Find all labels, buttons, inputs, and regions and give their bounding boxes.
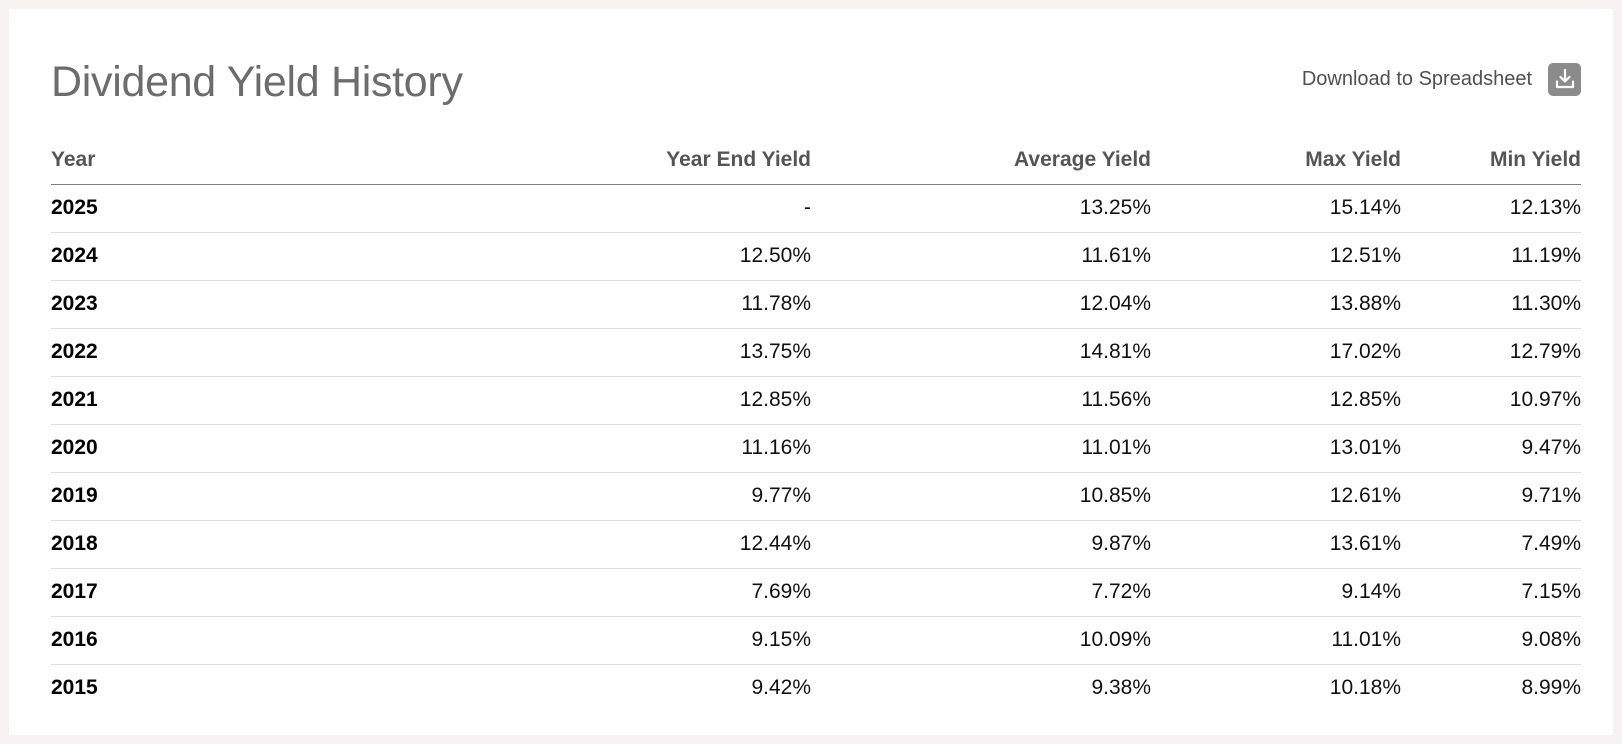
cell-year: 2018	[51, 520, 301, 569]
cell-year: 2023	[51, 280, 301, 329]
table-row: 2023 11.78% 12.04% 13.88% 11.30%	[51, 280, 1581, 329]
table-row: 2021 12.85% 11.56% 12.85% 10.97%	[51, 376, 1581, 425]
cell-max-yield: 12.61%	[1151, 472, 1401, 521]
table-header-row: Year Year End Yield Average Yield Max Yi…	[51, 135, 1581, 185]
cell-max-yield: 11.01%	[1151, 616, 1401, 665]
cell-year: 2025	[51, 184, 301, 233]
card-header: Dividend Yield History Download to Sprea…	[51, 56, 1581, 108]
cell-min-yield: 8.99%	[1521, 676, 1581, 700]
cell-average-yield: 11.61%	[811, 232, 1151, 281]
cell-year-end-yield: 12.50%	[301, 232, 811, 281]
yield-history-table: Year Year End Yield Average Yield Max Yi…	[51, 135, 1581, 712]
cell-max-yield: 12.51%	[1151, 232, 1401, 281]
cell-year-end-yield: 11.16%	[301, 424, 811, 473]
cell-average-yield: 13.25%	[811, 184, 1151, 233]
cell-min-yield: 12.13%	[1401, 184, 1581, 233]
cell-max-yield: 13.61%	[1151, 520, 1401, 569]
table-row: 2024 12.50% 11.61% 12.51% 11.19%	[51, 232, 1581, 281]
cell-average-yield: 10.09%	[811, 616, 1151, 665]
cell-min-yield: 11.19%	[1401, 232, 1581, 281]
column-header-year-end-yield[interactable]: Year End Yield	[301, 135, 811, 185]
cell-year-end-yield: 9.42%	[751, 676, 811, 700]
table-row: 2019 9.77% 10.85% 12.61% 9.71%	[51, 472, 1581, 521]
cell-min-yield: 9.08%	[1401, 616, 1581, 665]
table-row: 2020 11.16% 11.01% 13.01% 9.47%	[51, 424, 1581, 473]
cell-year-end-yield: 9.15%	[301, 616, 811, 665]
column-header-min-yield[interactable]: Min Yield	[1401, 135, 1581, 185]
cell-average-yield: 7.72%	[811, 568, 1151, 617]
cell-average-yield: 9.87%	[811, 520, 1151, 569]
table-row: 2016 9.15% 10.09% 11.01% 9.08%	[51, 616, 1581, 665]
cell-max-yield: 10.18%	[1329, 676, 1401, 700]
cell-year-end-yield: 7.69%	[301, 568, 811, 617]
cell-year-end-yield: -	[301, 184, 811, 233]
cell-min-yield: 12.79%	[1401, 328, 1581, 377]
cell-average-yield: 9.38%	[1091, 676, 1151, 700]
cell-year: 2021	[51, 376, 301, 425]
cell-max-yield: 13.88%	[1151, 280, 1401, 329]
download-icon[interactable]	[1548, 62, 1581, 96]
dividend-yield-history-card: Dividend Yield History Download to Sprea…	[9, 9, 1613, 735]
cell-min-yield: 7.15%	[1401, 568, 1581, 617]
column-header-max-yield[interactable]: Max Yield	[1151, 135, 1401, 185]
cell-year: 2016	[51, 616, 301, 665]
cell-max-yield: 12.85%	[1151, 376, 1401, 425]
cell-min-yield: 7.49%	[1401, 520, 1581, 569]
cell-min-yield: 9.71%	[1401, 472, 1581, 521]
table-row: 2022 13.75% 14.81% 17.02% 12.79%	[51, 328, 1581, 377]
cell-max-yield: 15.14%	[1151, 184, 1401, 233]
table-row: 2017 7.69% 7.72% 9.14% 7.15%	[51, 568, 1581, 617]
cell-year: 2024	[51, 232, 301, 281]
cell-year-end-yield: 12.44%	[301, 520, 811, 569]
column-header-year[interactable]: Year	[51, 135, 301, 185]
cell-average-yield: 10.85%	[811, 472, 1151, 521]
cell-max-yield: 9.14%	[1151, 568, 1401, 617]
column-header-average-yield[interactable]: Average Yield	[811, 135, 1151, 185]
download-spreadsheet-button[interactable]: Download to Spreadsheet	[1302, 62, 1581, 96]
table-row: 2025-13.25% 15.14% 12.13%	[51, 184, 1581, 233]
table-row: 2018 12.44% 9.87% 13.61% 7.49%	[51, 520, 1581, 569]
cell-year: 2017	[51, 568, 301, 617]
cell-year: 2015	[51, 676, 98, 700]
cell-min-yield: 11.30%	[1401, 280, 1581, 329]
cell-year: 2020	[51, 424, 301, 473]
cell-average-yield: 14.81%	[811, 328, 1151, 377]
cell-min-yield: 10.97%	[1401, 376, 1581, 425]
cell-average-yield: 11.56%	[811, 376, 1151, 425]
cell-average-yield: 12.04%	[811, 280, 1151, 329]
table-row: 2015 9.42% 9.38% 10.18% 8.99%	[51, 664, 1581, 712]
cell-max-yield: 13.01%	[1151, 424, 1401, 473]
cell-min-yield: 9.47%	[1401, 424, 1581, 473]
cell-year-end-yield: 11.78%	[301, 280, 811, 329]
cell-year-end-yield: 13.75%	[301, 328, 811, 377]
page-title: Dividend Yield History	[51, 58, 463, 106]
cell-year-end-yield: 9.77%	[301, 472, 811, 521]
cell-year-end-yield: 12.85%	[301, 376, 811, 425]
cell-max-yield: 17.02%	[1151, 328, 1401, 377]
cell-year: 2019	[51, 472, 301, 521]
download-label[interactable]: Download to Spreadsheet	[1301, 67, 1532, 90]
cell-year: 2022	[51, 328, 301, 377]
cell-average-yield: 11.01%	[811, 424, 1151, 473]
